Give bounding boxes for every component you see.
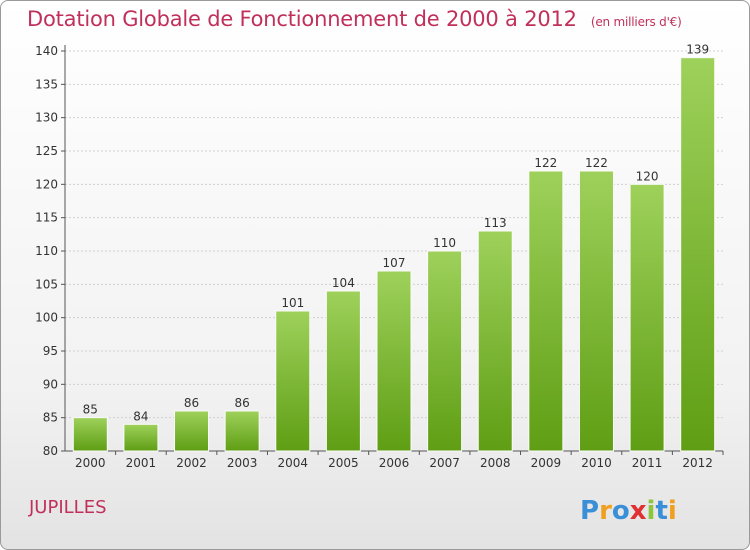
y-tick-label: 120 <box>35 177 58 191</box>
data-label-2000: 85 <box>83 403 98 417</box>
x-tick-label-2012: 2012 <box>682 456 713 470</box>
bar-2000 <box>72 417 108 452</box>
data-label-2007: 110 <box>433 236 456 250</box>
chart-title: Dotation Globale de Fonctionnement de 20… <box>27 7 682 31</box>
proxiti-logo: Proxiti <box>580 496 677 526</box>
y-tick-label: 85 <box>43 411 58 425</box>
data-label-2009: 122 <box>534 156 557 170</box>
data-label-2004: 101 <box>281 296 304 310</box>
data-label-2010: 122 <box>585 156 608 170</box>
y-tick-label: 90 <box>43 377 58 391</box>
x-tick-label-2003: 2003 <box>227 456 258 470</box>
x-tick-label-2009: 2009 <box>531 456 562 470</box>
bar-2010 <box>578 170 614 452</box>
bar-2002 <box>174 410 210 452</box>
chart-title-text: Dotation Globale de Fonctionnement de 20… <box>27 7 577 31</box>
bar-2003 <box>224 410 260 452</box>
x-tick-label-2004: 2004 <box>277 456 308 470</box>
commune-name: JUPILLES <box>29 497 107 518</box>
x-tick-label-2010: 2010 <box>581 456 612 470</box>
x-tick-label-2000: 2000 <box>75 456 106 470</box>
bars <box>72 57 716 452</box>
y-tick-label: 80 <box>43 444 58 458</box>
x-tick-label-2006: 2006 <box>379 456 410 470</box>
data-label-2006: 107 <box>383 256 406 270</box>
y-tick-label: 135 <box>35 77 58 91</box>
bar-2008 <box>477 230 513 452</box>
x-tick-label-2001: 2001 <box>126 456 157 470</box>
bar-2001 <box>123 423 159 452</box>
y-tick-label: 110 <box>35 244 58 258</box>
data-label-2005: 104 <box>332 276 355 290</box>
y-tick-label: 130 <box>35 111 58 125</box>
x-tick-label-2008: 2008 <box>480 456 511 470</box>
bar-2007 <box>427 250 463 452</box>
y-tick-label: 125 <box>35 144 58 158</box>
chart-unit: (en milliers d'€) <box>590 15 682 29</box>
bar-2004 <box>275 310 311 452</box>
bar-2009 <box>528 170 564 452</box>
bar-2011 <box>629 183 665 452</box>
x-tick-label-2007: 2007 <box>429 456 460 470</box>
x-tick-label-2002: 2002 <box>176 456 207 470</box>
y-tick-label: 100 <box>35 311 58 325</box>
y-tick-label: 105 <box>35 277 58 291</box>
y-tick-label: 115 <box>35 211 58 225</box>
x-tick-label-2011: 2011 <box>632 456 663 470</box>
data-label-2002: 86 <box>184 396 199 410</box>
bar-2012 <box>680 57 716 452</box>
labels: 80 85 90 95 100 105 110 115 120 125 130 135 140 85 200… <box>35 43 713 470</box>
x-tick-label-2005: 2005 <box>328 456 359 470</box>
y-tick-label: 140 <box>35 44 58 58</box>
bar-2005 <box>325 290 361 452</box>
y-tick-label: 95 <box>43 344 58 358</box>
data-label-2012: 139 <box>686 43 709 57</box>
bar-2006 <box>376 270 412 452</box>
data-label-2003: 86 <box>235 396 250 410</box>
data-label-2011: 120 <box>636 169 659 183</box>
data-label-2008: 113 <box>484 216 507 230</box>
svg-text:Proxiti: Proxiti <box>580 496 677 526</box>
data-label-2001: 84 <box>133 409 148 423</box>
